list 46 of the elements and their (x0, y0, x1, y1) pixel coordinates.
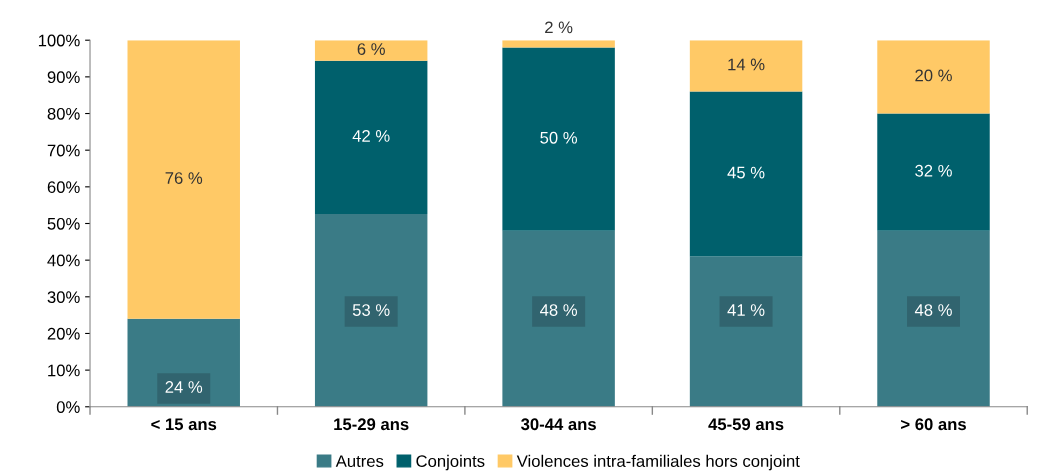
data-label: 24 % (165, 381, 203, 393)
bar (877, 40, 990, 114)
bar (877, 113, 990, 231)
data-label: 6 % (357, 43, 385, 55)
x-tick-label: 45-59 ans (708, 418, 784, 431)
y-tick-label: 100% (38, 34, 80, 47)
legend-label: Conjoints (416, 454, 485, 471)
y-tick-label: 80% (47, 107, 80, 120)
y-tick-label: 90% (47, 71, 80, 84)
data-label: 53 % (352, 304, 390, 316)
data-label: 42 % (352, 130, 390, 142)
x-tick-label: 30-44 ans (521, 418, 596, 431)
y-tick-label: 0% (56, 401, 80, 413)
bar (689, 40, 803, 92)
y-tick-label: 10% (48, 364, 80, 377)
data-label: 14 % (728, 58, 765, 71)
data-label: 32 % (915, 164, 952, 177)
y-tick-label: 50% (47, 217, 80, 230)
y-tick-label: 30% (47, 291, 80, 304)
bar (689, 256, 803, 407)
data-label: 48 % (540, 304, 578, 316)
bar (314, 40, 428, 61)
legend-label: Violences intra-familiales hors conjoint (516, 454, 800, 471)
data-label: 20 % (915, 69, 952, 82)
y-tick-label: 60% (47, 181, 80, 194)
legend-label: Autres (335, 455, 384, 468)
data-label: 45 % (727, 166, 765, 179)
x-tick-label: > 60 ans (901, 418, 966, 431)
x-tick-label: < 15 ans (151, 418, 217, 431)
y-tick-label: 20% (47, 327, 80, 340)
data-label: 2 % (545, 21, 573, 34)
data-label: 41 % (727, 304, 765, 316)
bar (877, 230, 990, 407)
bar (689, 91, 803, 257)
y-tick-label: 70% (47, 144, 80, 157)
bar (314, 60, 428, 214)
data-label: 48 % (914, 304, 952, 316)
bar (127, 40, 240, 319)
data-label: 76 % (165, 172, 203, 184)
y-tick-label: 40% (47, 254, 80, 267)
bar (502, 47, 615, 231)
data-label: 50 % (540, 131, 578, 144)
bar (314, 213, 428, 407)
bar (502, 40, 615, 48)
x-tick-label: 15-29 ans (334, 418, 409, 431)
bar (502, 230, 615, 407)
